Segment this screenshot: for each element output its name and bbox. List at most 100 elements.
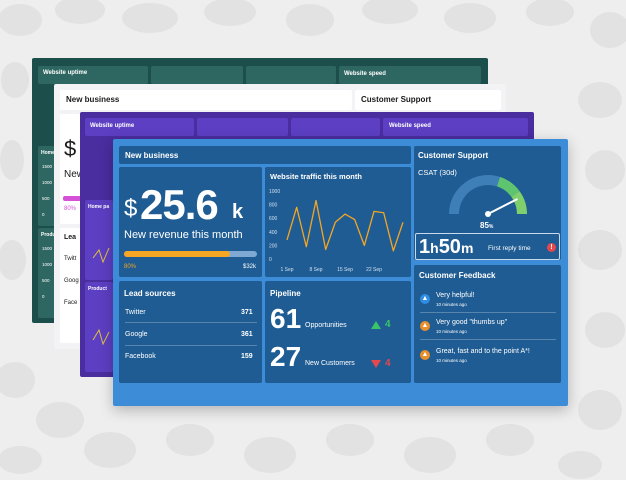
y-tick-label: 400 [269,230,278,236]
y-tick-label: 0 [269,257,272,263]
feedback-text: Very good "thumbs up" [436,319,508,326]
lead-sources-title: Lead sources [124,289,176,298]
csat-label: CSAT (30d) [418,168,457,177]
axis-label: 1500 [42,164,53,169]
progress-bar [63,196,83,201]
speed-tile: Website speed [339,66,481,84]
pipeline-number: 27 [270,341,302,372]
lead-source-name: Twitter [125,309,146,316]
chart-title: Website traffic this month [270,172,362,181]
dark-tile [246,66,336,84]
gauge-segment-mid [496,176,520,198]
uptime-title: Website uptime [43,70,88,76]
axis-label: 1000 [42,180,53,185]
purple-tile [197,118,288,136]
arrow-up-icon [371,321,381,329]
lead-tile: Lea Twitt Goog Face [60,228,80,343]
exclamation-circle-icon: ! [547,243,556,252]
lead-row: Goog [64,278,79,284]
home-label: Home [41,150,55,156]
uptime-tile: Website uptime [85,118,194,136]
divider [125,322,257,323]
pipeline-number: 61 [270,303,302,334]
axis-label: 1000 [42,262,53,267]
axis-label: 0 [42,212,45,217]
pipeline-tile: Pipeline 61 Opportunities 4 27 New Custo… [265,281,411,383]
progress-label: 80% [124,264,137,270]
new-business-title: New business [66,95,120,104]
first-reply-label: First reply time [488,245,531,252]
progress-label: 80% [64,206,77,212]
mini-chart [92,247,110,264]
lead-sources-tile: Lead sources Twitter 371 Google 361 Face… [119,281,262,383]
feedback-time: 10 minutes ago [436,302,467,307]
thumbs-up-icon: ▲ [420,350,430,360]
lead-source-value: 159 [241,353,253,360]
first-reply-box: 1h50m First reply time ! [415,233,560,260]
feedback-text: Very helpful! [436,292,475,299]
gauge-track-low [449,175,501,215]
speed-tile: Website speed [383,118,528,136]
speed-title: Website speed [389,123,431,129]
divider [125,345,257,346]
arrow-down-icon [371,360,381,368]
divider [420,339,556,340]
lead-row: Twitt [64,256,77,262]
x-tick-label: 15 Sep [337,267,353,273]
y-tick-label: 800 [269,203,278,209]
purple-tile [291,118,380,136]
customer-feedback-title: Customer Feedback [419,271,496,280]
y-tick-label: 200 [269,243,278,249]
lead-row: Face [64,300,78,306]
home-label: Home pa [88,204,110,210]
progress-track [124,251,257,257]
revenue-tile: $ 25.6 k New revenue this month 80% $32k [119,167,262,277]
dollar-sign: $ [124,195,138,222]
uptime-tile: Website uptime [38,66,148,84]
x-tick-label: 22 Sep [366,267,382,273]
revenue-tile: $ New 80% [60,114,84,224]
product-label: Product [88,286,107,292]
new-business-tile: New business [60,90,352,110]
leads-title: Lea [64,234,77,241]
customer-support-title: Customer Support [418,151,489,160]
new-business-header: New business [119,146,411,164]
feedback-time: 10 minutes ago [436,329,467,334]
axis-label: 500 [42,196,50,201]
axis-label: 500 [42,278,50,283]
traffic-chart: 1000 800 600 400 200 0 1 Sep 8 Sep 15 Sep 22 Sep [269,189,404,273]
uptime-title: Website uptime [90,123,135,129]
y-tick-label: 1000 [269,189,280,195]
product-label: Product [41,232,60,238]
product-tile: Product [85,282,113,372]
x-tick-label: 1 Sep [280,267,293,273]
home-tile: Home pa [85,200,113,280]
pipeline-label: Opportunities [305,322,347,329]
first-reply-value: 1h50m [419,236,474,258]
gauge-hub [485,211,491,217]
gauge-needle [487,198,518,215]
customer-support-title: Customer Support [361,95,432,104]
pipeline-label: New Customers [305,360,355,367]
product-tile: Product 1500 1000 500 0 [38,228,60,318]
lead-source-name: Facebook [125,353,156,360]
thumbs-up-icon: ▲ [420,321,430,331]
mini-chart [92,328,110,346]
progress-fill [124,251,231,257]
traffic-series-line [286,199,404,252]
speed-title: Website speed [344,71,386,77]
customer-support-tile: Customer Support [355,90,501,110]
pipeline-title: Pipeline [270,289,301,298]
feedback-time: 10 minutes ago [436,358,467,363]
feedback-text: Great, fast and to the point A*! [436,348,530,355]
lead-source-value: 371 [241,309,253,316]
x-tick-label: 8 Sep [309,267,322,273]
pipeline-delta: 4 [385,319,391,330]
dashboard-main: New business $ 25.6 k New revenue this m… [113,139,568,406]
divider [420,312,556,313]
revenue-amount: 25.6 [140,181,219,228]
new-text: New [64,169,85,180]
thumbs-up-icon: ▲ [420,294,430,304]
revenue-subtitle: New revenue this month [124,229,243,241]
